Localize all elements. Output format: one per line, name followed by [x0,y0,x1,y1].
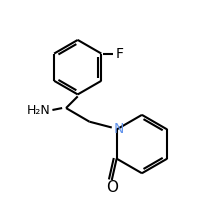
Text: F: F [116,47,124,61]
Text: H₂N: H₂N [27,103,51,117]
Text: N: N [113,123,124,136]
Text: O: O [106,180,118,195]
